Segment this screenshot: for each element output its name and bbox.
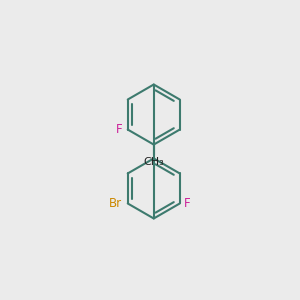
Text: Br: Br xyxy=(109,197,122,210)
Text: F: F xyxy=(184,197,190,210)
Text: F: F xyxy=(116,123,123,136)
Text: CH₃: CH₃ xyxy=(143,157,164,167)
